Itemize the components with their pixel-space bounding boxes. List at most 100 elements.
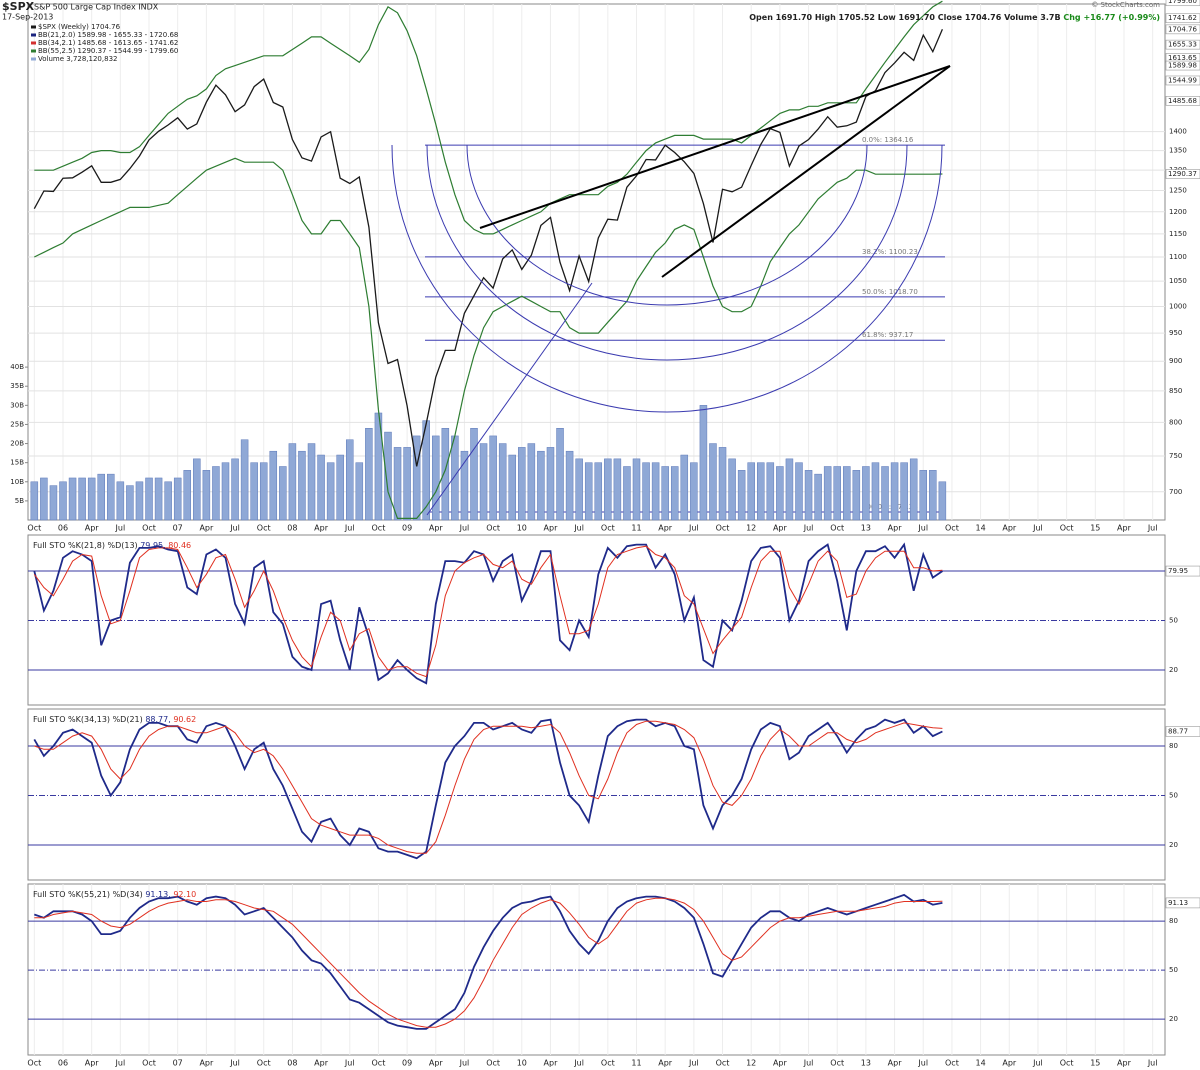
- drawing-overlay: [391, 65, 951, 516]
- x-tick-label: Apr: [1002, 1059, 1017, 1068]
- price-label: 1544.99: [1168, 76, 1197, 84]
- x-tick-label: 14: [976, 524, 986, 533]
- fib-arc: [426, 144, 908, 361]
- volume-bar: [632, 458, 641, 521]
- legend-value: 88.77,: [145, 715, 170, 724]
- x-tick-label: Oct: [945, 1059, 959, 1068]
- x-tick-label: Jul: [344, 524, 355, 533]
- volume-bar: [78, 477, 86, 521]
- y-tick-label: 50: [1169, 791, 1178, 799]
- volume-bar: [393, 447, 402, 521]
- fib-label: 50.0%: 1018.70: [862, 288, 918, 296]
- volume-bar: [346, 439, 354, 521]
- x-tick-label: 08: [287, 1059, 297, 1068]
- y-tick-label: 750: [1169, 452, 1182, 460]
- price-label: 1704.76: [1168, 25, 1197, 33]
- x-tick-label: 09: [402, 1059, 412, 1068]
- x-tick-label: 12: [746, 1059, 756, 1068]
- volume-bar: [823, 466, 832, 521]
- volume-bar: [642, 462, 650, 521]
- volume-bar: [451, 435, 459, 521]
- volume-bar: [470, 428, 478, 521]
- y-tick-label: 20: [1169, 841, 1178, 849]
- volume-bar: [40, 477, 48, 521]
- fib-arc: [466, 144, 868, 306]
- sto-header: Full STO %K(21,8) %D(13) 79.95, 80.46: [33, 541, 191, 550]
- y-tick-label: 80: [1169, 917, 1178, 925]
- legend-entry: BB(55,2.5) 1290.37 - 1544.99 - 1799.60: [38, 47, 178, 55]
- fib-label: 0.0%: 1364.16: [862, 136, 914, 144]
- volume-bar: [59, 481, 67, 521]
- price-panel: [27, 3, 1166, 521]
- x-tick-label: Jul: [1147, 524, 1158, 533]
- price-label-box: [1165, 60, 1200, 71]
- volume-bar: [288, 443, 297, 521]
- volume-bar: [145, 477, 153, 521]
- volume-bar: [862, 466, 870, 521]
- trendline: [479, 65, 951, 229]
- volume-bar: [881, 466, 889, 521]
- volume-bar: [298, 450, 306, 521]
- legend-entry: %K(21,8): [68, 541, 105, 550]
- volume-bar: [202, 470, 211, 521]
- x-tick-label: 15: [1090, 524, 1100, 533]
- x-tick-label: Apr: [658, 524, 673, 533]
- volume-bar: [336, 454, 344, 521]
- y-tick-label: 1250: [1169, 187, 1187, 195]
- volume-bar: [804, 470, 813, 521]
- y-tick-label: 700: [1169, 488, 1182, 496]
- y2-tick-label: 40B: [10, 363, 24, 371]
- x-tick-label: Jul: [803, 1059, 814, 1068]
- volume-bar: [843, 466, 851, 521]
- price-label: 1589.98: [1168, 62, 1197, 70]
- volume-bar: [508, 454, 516, 521]
- volume-bar: [556, 428, 564, 521]
- volume-bar: [250, 462, 258, 521]
- volume-bar: [135, 481, 144, 521]
- x-tick-label: Apr: [85, 1059, 100, 1068]
- y2-tick-label: 30B: [10, 401, 24, 409]
- volume-bar: [747, 462, 755, 521]
- x-tick-label: Apr: [544, 524, 559, 533]
- volume-bar: [900, 462, 908, 521]
- legend-swatch: [31, 33, 36, 37]
- symbol: $SPX: [2, 0, 35, 13]
- volume-bar: [718, 447, 727, 521]
- series-line: [33, 718, 943, 860]
- x-tick-label: 10: [517, 1059, 527, 1068]
- y-tick-label: 1100: [1169, 253, 1187, 261]
- series-line: [34, 897, 943, 1028]
- price-label-box: [1165, 169, 1200, 179]
- price-label: 1290.37: [1168, 170, 1197, 178]
- y-tick-label: 1400: [1169, 128, 1187, 136]
- volume-bar: [575, 458, 583, 521]
- x-tick-label: Jul: [115, 1059, 126, 1068]
- x-tick-label: Oct: [1060, 1059, 1074, 1068]
- x-tick-label: 06: [58, 1059, 68, 1068]
- volume-bar: [938, 481, 947, 521]
- x-tick-label: Oct: [601, 1059, 615, 1068]
- series-line: [33, 29, 943, 467]
- legend-value: 90.62: [173, 715, 196, 724]
- data-layer: Oct 06 Apr Jul Oct 07 Apr Jul Oct 08 Apr Jul Oct 09 Ap…: [10, 0, 1200, 1068]
- volume-bar: [173, 477, 182, 521]
- x-tick-label: Oct: [830, 1059, 844, 1068]
- volume-bar: [518, 447, 526, 521]
- volume-bar: [651, 462, 660, 521]
- source: © StockCharts.com: [1091, 1, 1160, 9]
- x-tick-label: 11: [631, 1059, 641, 1068]
- volume-bar: [498, 443, 507, 521]
- current-value-box: [1165, 897, 1200, 909]
- volume-bar: [785, 458, 794, 521]
- volume-bar: [919, 470, 927, 521]
- x-tick-label: Jul: [229, 1059, 240, 1068]
- x-tick-label: Oct: [1060, 524, 1074, 533]
- x-tick-label: Apr: [85, 524, 100, 533]
- volume-bar: [479, 443, 488, 521]
- volume-bar: [460, 450, 469, 521]
- x-tick-label: 10: [517, 524, 527, 533]
- legend-value: 91.13,: [145, 890, 170, 899]
- x-tick-label: Jul: [459, 524, 470, 533]
- x-tick-label: Apr: [314, 1059, 329, 1068]
